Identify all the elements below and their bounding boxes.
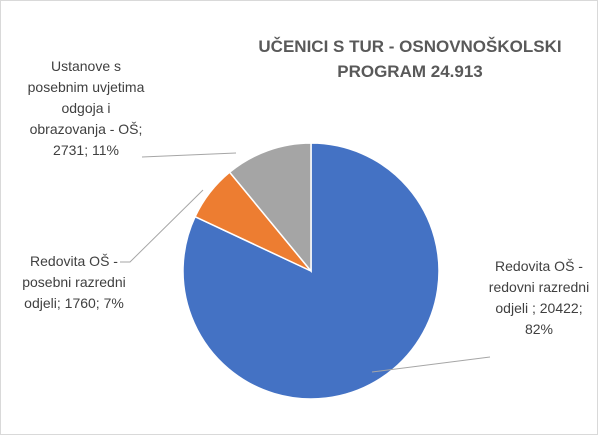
data-label: Redovita OŠ - posebni razredni odjeli; 1… [14,251,134,314]
label-category: Redovita OŠ - posebni razredni odjeli [22,253,126,311]
pie-slice [228,142,312,274]
leader-line [141,152,237,158]
data-label: Ustanove s posebnim uvjetima odgoja i ob… [22,56,150,161]
label-category: Ustanove s posebnim uvjetima odgoja i ob… [27,58,145,137]
pie [182,142,440,400]
pie-slice [182,142,440,400]
label-value: ; 2731; 11% [53,121,143,158]
leader-line [120,189,204,263]
leader-line [371,356,491,373]
label-category: Redovita OŠ - redovni razredni odjeli [488,258,590,316]
label-value: ; 1760; 7% [56,295,124,311]
chart-title: UČENICI S TUR - OSNOVNOŠKOLSKI PROGRAM 2… [258,37,562,81]
label-value: ; 20422; 82% [524,300,583,337]
data-label: Redovita OŠ - redovni razredni odjeli ; … [486,256,592,340]
